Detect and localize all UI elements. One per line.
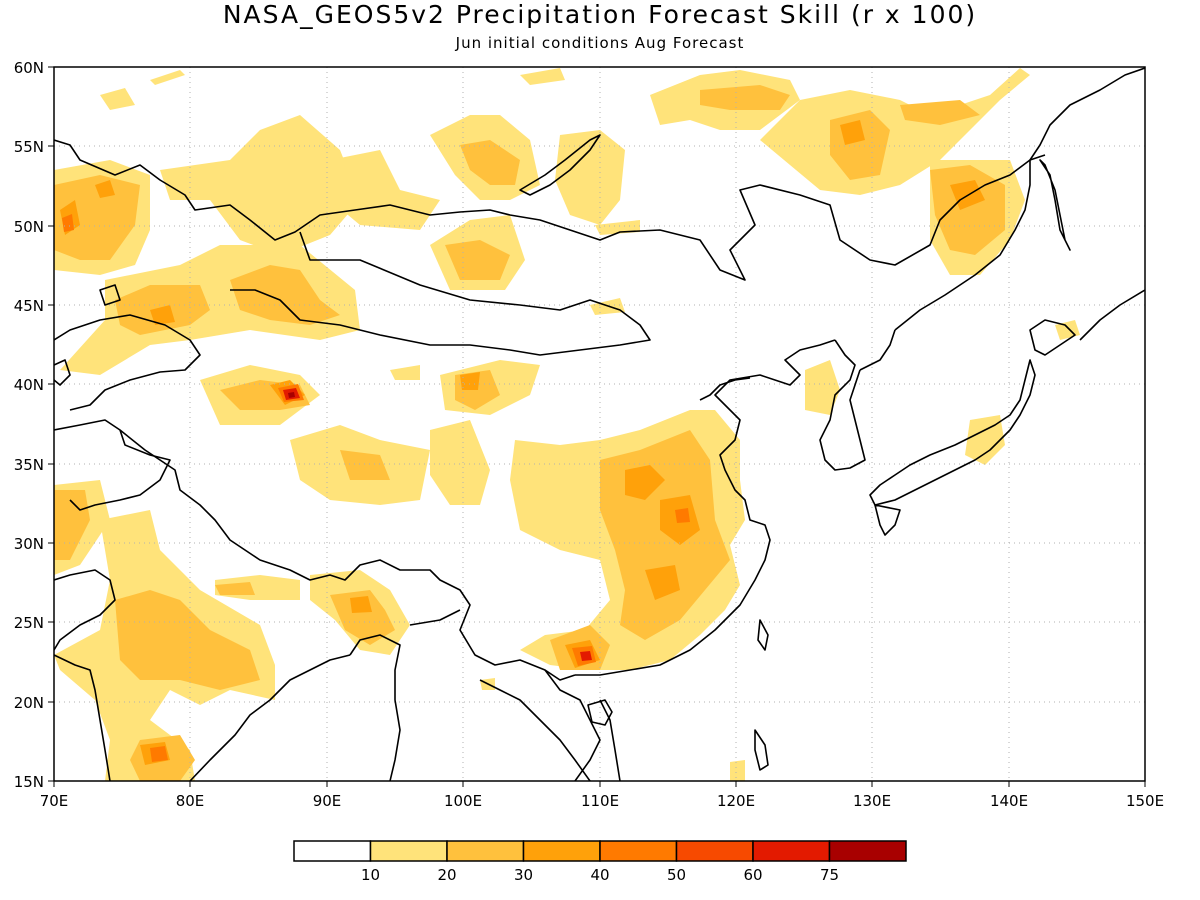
- lat-label: 50N: [14, 218, 44, 236]
- colorbar-swatch: [369, 840, 448, 862]
- lat-label: 60N: [14, 59, 44, 77]
- lon-label: 80E: [176, 792, 205, 810]
- colorbar-label: 75: [820, 866, 839, 884]
- lon-label: 130E: [853, 792, 891, 810]
- axis-ticks: [48, 66, 1146, 787]
- colorbar-label: 30: [514, 866, 533, 884]
- lat-label: 45N: [14, 297, 44, 315]
- colorbar-swatch: [752, 840, 831, 862]
- lon-label: 70E: [40, 792, 69, 810]
- lat-label: 15N: [14, 773, 44, 791]
- colorbar-swatch: [446, 840, 525, 862]
- lat-label: 30N: [14, 535, 44, 553]
- map-subtitle: Jun initial conditions Aug Forecast: [455, 34, 745, 52]
- lon-label: 90E: [313, 792, 342, 810]
- longitude-labels: 70E 80E 90E 100E 110E 120E 130E 140E 150…: [40, 792, 1164, 810]
- colorbar-swatch: [522, 840, 601, 862]
- lat-label: 55N: [14, 138, 44, 156]
- colorbar-label: 60: [743, 866, 762, 884]
- colorbar-swatch: [828, 840, 907, 862]
- lon-label: 140E: [990, 792, 1028, 810]
- map-title: NASA_GEOS5v2 Precipitation Forecast Skil…: [222, 0, 978, 29]
- lon-label: 110E: [581, 792, 619, 810]
- colorbar-label: 10: [361, 866, 380, 884]
- lat-label: 35N: [14, 456, 44, 474]
- coastlines-and-borders: [54, 67, 1145, 781]
- colorbar-label: 50: [667, 866, 686, 884]
- lon-label: 120E: [717, 792, 755, 810]
- lat-label: 20N: [14, 694, 44, 712]
- latitude-labels: 15N 20N 25N 30N 35N 40N 45N 50N 55N 60N: [14, 59, 44, 791]
- lat-label: 40N: [14, 376, 44, 394]
- lon-label: 100E: [444, 792, 482, 810]
- colorbar: 10 20 30 40 50 60 75: [293, 840, 907, 884]
- colorbar-swatch: [293, 840, 372, 862]
- colorbar-swatch: [675, 840, 754, 862]
- colorbar-label: 20: [437, 866, 456, 884]
- colorbar-swatch: [599, 840, 678, 862]
- colorbar-label: 40: [590, 866, 609, 884]
- skill-75-plus-regions: [288, 392, 295, 398]
- lat-label: 25N: [14, 614, 44, 632]
- lon-label: 150E: [1126, 792, 1164, 810]
- skill-shading: [54, 68, 1080, 781]
